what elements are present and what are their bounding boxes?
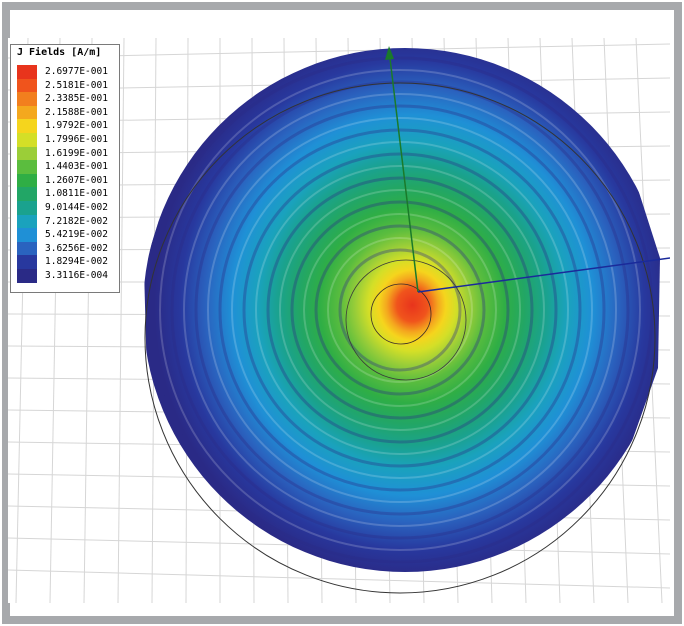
legend-swatch xyxy=(17,65,37,79)
legend-entry: 1.8294E-002 xyxy=(17,255,117,269)
color-legend: J Fields [A/m] 2.6977E-001 2.5181E-001 2.3… xyxy=(10,44,120,293)
legend-value: 1.0811E-001 xyxy=(45,188,108,200)
legend-entry: 1.9792E-001 xyxy=(17,119,117,133)
legend-swatch xyxy=(17,255,37,269)
legend-entry: 1.4403E-001 xyxy=(17,160,117,174)
legend-swatch xyxy=(17,160,37,174)
legend-value: 2.3385E-001 xyxy=(45,93,108,105)
legend-entry: 5.4219E-002 xyxy=(17,228,117,242)
legend-value: 2.5181E-001 xyxy=(45,79,108,91)
legend-swatch xyxy=(17,269,37,283)
legend-title: J Fields [A/m] xyxy=(17,47,102,58)
legend-swatch xyxy=(17,133,37,147)
legend-entry: 1.0811E-001 xyxy=(17,187,117,201)
legend-value: 2.1588E-001 xyxy=(45,106,108,118)
legend-swatch xyxy=(17,201,37,215)
legend-value: 1.4403E-001 xyxy=(45,161,108,173)
legend-value: 1.8294E-002 xyxy=(45,256,108,268)
legend-value: 1.7996E-001 xyxy=(45,134,108,145)
legend-entry: 3.3116E-004 xyxy=(17,269,117,283)
legend-entry: 3.6256E-002 xyxy=(17,241,117,256)
legend-value: 2.6977E-001 xyxy=(45,66,108,77)
legend-value: 1.6199E-001 xyxy=(45,147,108,159)
legend-entry: 1.2607E-001 xyxy=(17,173,117,188)
legend-swatch xyxy=(17,146,37,161)
legend-entry: 2.5181E-001 xyxy=(17,78,117,93)
legend-value: 7.2182E-002 xyxy=(45,215,108,227)
legend-entry: 2.6977E-001 xyxy=(17,65,117,79)
legend-entry: 2.3385E-001 xyxy=(17,92,117,106)
legend-value: 9.0144E-002 xyxy=(45,202,108,213)
legend-swatch xyxy=(17,187,37,201)
legend-entry: 1.7996E-001 xyxy=(17,133,117,147)
legend-value: 5.4219E-002 xyxy=(45,229,108,241)
legend-entry: 9.0144E-002 xyxy=(17,201,117,215)
legend-swatch xyxy=(17,119,37,133)
legend-swatch xyxy=(17,228,37,242)
legend-swatch xyxy=(17,78,37,93)
coordinate-axes xyxy=(385,46,670,293)
legend-swatch xyxy=(17,214,37,229)
legend-value: 3.6256E-002 xyxy=(45,242,108,254)
legend-value: 1.9792E-001 xyxy=(45,120,108,132)
legend-swatch xyxy=(17,92,37,106)
legend-entry: 2.1588E-001 xyxy=(17,105,117,120)
legend-swatch xyxy=(17,105,37,120)
legend-value: 3.3116E-004 xyxy=(45,270,108,281)
legend-swatch xyxy=(17,241,37,256)
legend-entry: 7.2182E-002 xyxy=(17,214,117,229)
legend-value: 1.2607E-001 xyxy=(45,174,108,186)
legend-entry: 1.6199E-001 xyxy=(17,146,117,161)
legend-swatch xyxy=(17,173,37,188)
field-disc xyxy=(144,48,660,594)
